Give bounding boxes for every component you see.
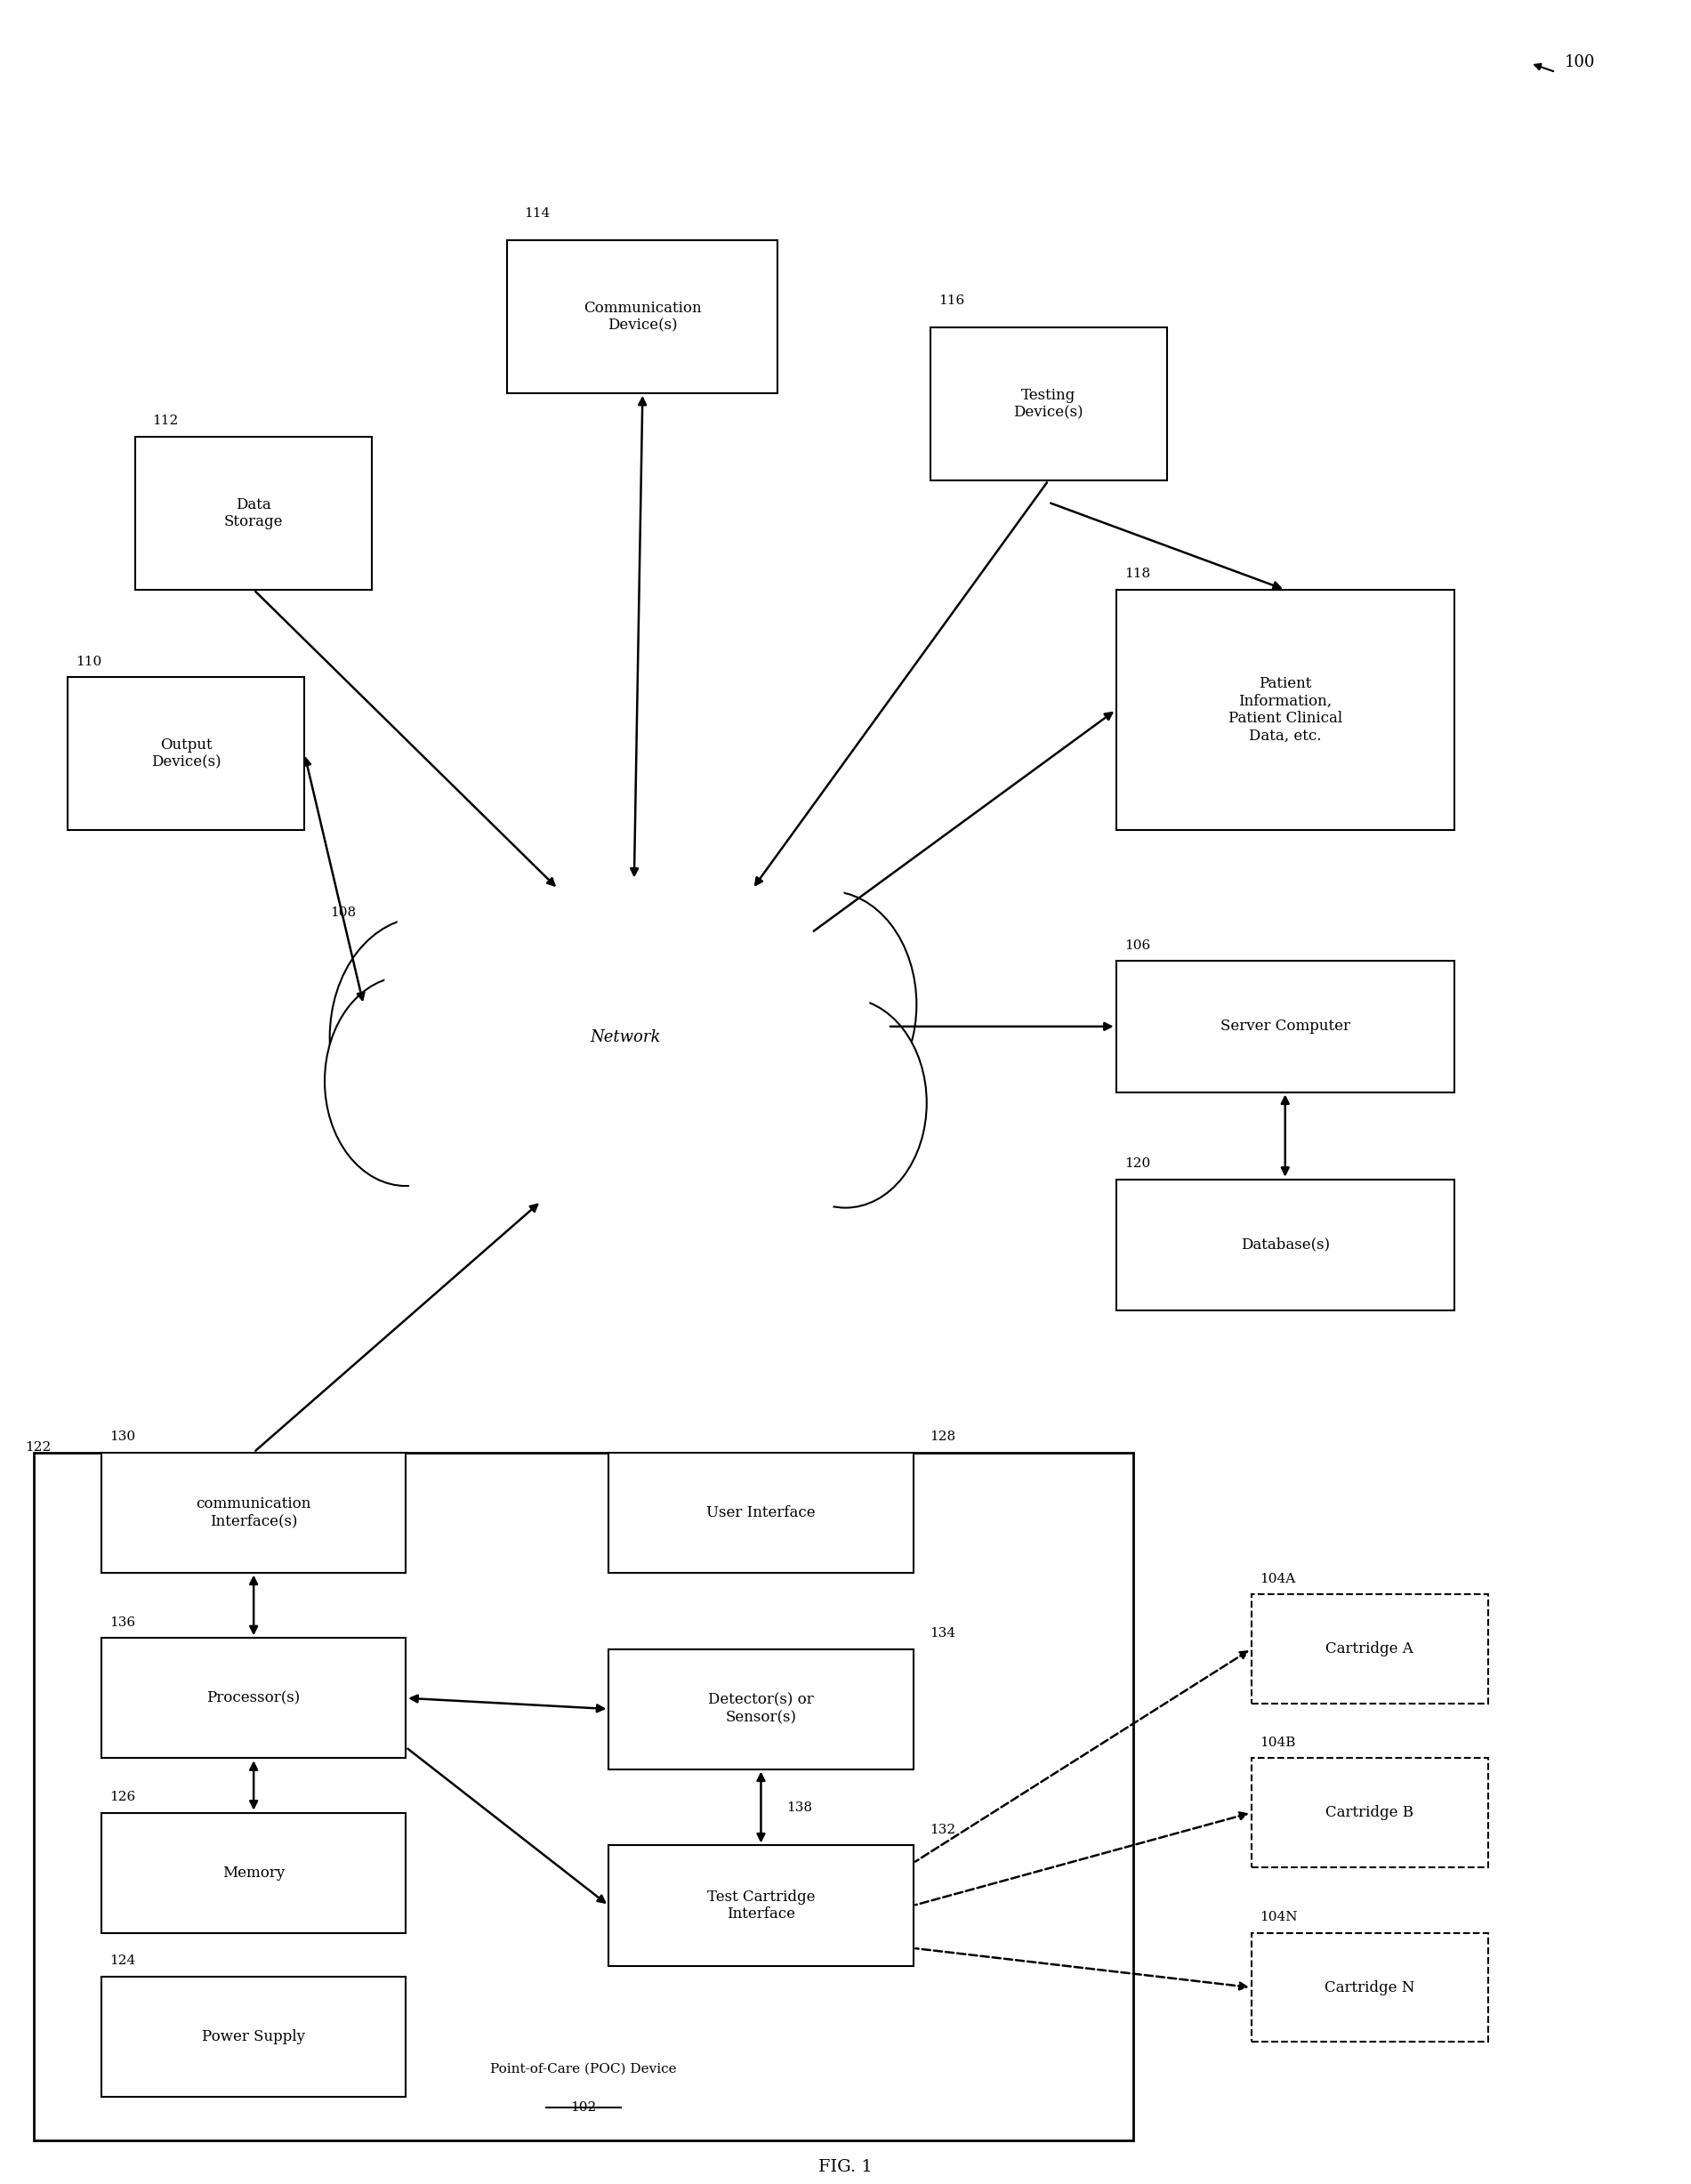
- Text: Cartridge B: Cartridge B: [1326, 1806, 1414, 1819]
- Text: 112: 112: [152, 415, 178, 428]
- Text: 134: 134: [930, 1627, 955, 1640]
- FancyBboxPatch shape: [34, 1452, 1133, 2140]
- Text: 106: 106: [1125, 939, 1150, 952]
- Text: Data
Storage: Data Storage: [225, 498, 282, 529]
- Text: 110: 110: [76, 655, 101, 668]
- Text: Point-of-Care (POC) Device: Point-of-Care (POC) Device: [490, 2062, 676, 2075]
- FancyBboxPatch shape: [101, 1813, 406, 1933]
- Text: 132: 132: [930, 1824, 955, 1837]
- FancyBboxPatch shape: [101, 1638, 406, 1758]
- Text: 118: 118: [1125, 568, 1150, 581]
- Text: 100: 100: [1564, 55, 1595, 70]
- Text: 122: 122: [25, 1441, 51, 1455]
- Text: 108: 108: [330, 906, 355, 919]
- FancyBboxPatch shape: [135, 437, 372, 590]
- FancyBboxPatch shape: [1251, 1594, 1488, 1704]
- Circle shape: [663, 806, 825, 1016]
- Text: Memory: Memory: [223, 1865, 284, 1880]
- Text: FIG. 1: FIG. 1: [818, 2160, 873, 2175]
- Text: Network: Network: [590, 1029, 661, 1046]
- Circle shape: [533, 753, 719, 994]
- Circle shape: [423, 808, 592, 1026]
- FancyBboxPatch shape: [507, 240, 778, 393]
- Text: Test Cartridge
Interface: Test Cartridge Interface: [707, 1889, 815, 1922]
- Text: Processor(s): Processor(s): [206, 1690, 301, 1706]
- Circle shape: [741, 891, 917, 1118]
- Text: Cartridge N: Cartridge N: [1324, 1981, 1415, 1994]
- Text: 128: 128: [930, 1431, 955, 1444]
- FancyBboxPatch shape: [609, 1452, 913, 1572]
- Text: 104B: 104B: [1260, 1736, 1295, 1749]
- Text: Detector(s) or
Sensor(s): Detector(s) or Sensor(s): [709, 1693, 813, 1725]
- FancyBboxPatch shape: [930, 328, 1167, 480]
- FancyBboxPatch shape: [1116, 590, 1454, 830]
- Text: 136: 136: [110, 1616, 135, 1629]
- Circle shape: [545, 1085, 707, 1295]
- Text: User Interface: User Interface: [707, 1505, 815, 1520]
- Text: Testing
Device(s): Testing Device(s): [1013, 389, 1084, 419]
- Text: Cartridge A: Cartridge A: [1326, 1642, 1414, 1655]
- Text: 138: 138: [786, 1802, 812, 1813]
- Text: 104N: 104N: [1260, 1911, 1297, 1924]
- Text: 102: 102: [570, 2101, 597, 2114]
- Text: 104A: 104A: [1260, 1572, 1295, 1586]
- Text: Output
Device(s): Output Device(s): [150, 738, 222, 769]
- Text: 120: 120: [1125, 1158, 1150, 1171]
- FancyBboxPatch shape: [1116, 961, 1454, 1092]
- Text: 124: 124: [110, 1955, 135, 1968]
- FancyBboxPatch shape: [1116, 1179, 1454, 1310]
- Circle shape: [426, 1053, 588, 1262]
- Circle shape: [380, 721, 871, 1354]
- Circle shape: [663, 1064, 825, 1273]
- Text: Power Supply: Power Supply: [201, 2029, 306, 2044]
- Circle shape: [330, 917, 516, 1158]
- FancyBboxPatch shape: [101, 1452, 406, 1572]
- Text: Patient
Information,
Patient Clinical
Data, etc.: Patient Information, Patient Clinical Da…: [1228, 677, 1343, 743]
- FancyBboxPatch shape: [1251, 1933, 1488, 2042]
- Text: 126: 126: [110, 1791, 135, 1804]
- Text: 130: 130: [110, 1431, 135, 1444]
- FancyBboxPatch shape: [609, 1845, 913, 1966]
- FancyBboxPatch shape: [1251, 1758, 1488, 1867]
- Text: 114: 114: [524, 207, 550, 221]
- Text: communication
Interface(s): communication Interface(s): [196, 1496, 311, 1529]
- Circle shape: [325, 976, 487, 1186]
- Text: Server Computer: Server Computer: [1221, 1020, 1349, 1033]
- Text: 116: 116: [939, 295, 964, 308]
- FancyBboxPatch shape: [101, 1977, 406, 2097]
- Text: Database(s): Database(s): [1241, 1238, 1329, 1251]
- Circle shape: [764, 998, 927, 1208]
- FancyBboxPatch shape: [609, 1649, 913, 1769]
- FancyBboxPatch shape: [68, 677, 304, 830]
- Text: Communication
Device(s): Communication Device(s): [583, 301, 702, 332]
